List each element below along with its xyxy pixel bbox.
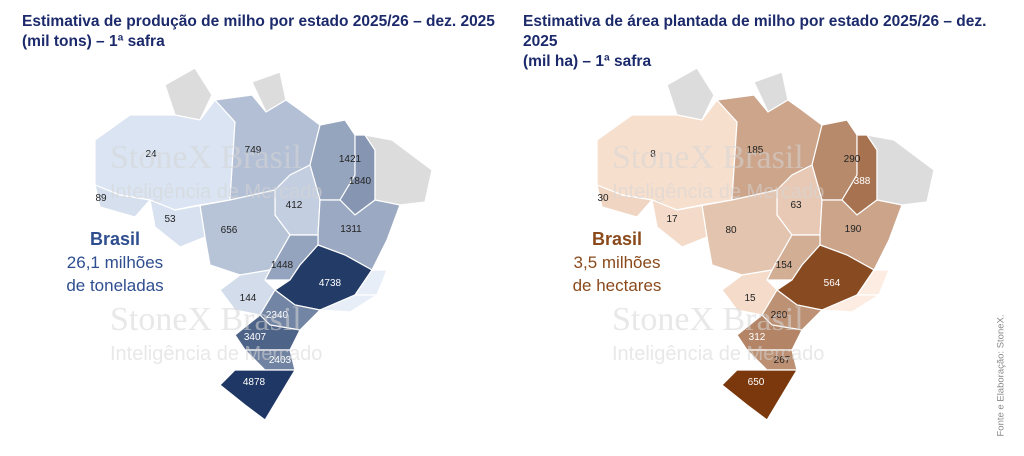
state-rr[interactable] <box>666 67 715 121</box>
state-value-label-ro: 53 <box>164 214 176 225</box>
state-ac[interactable] <box>94 184 152 218</box>
state-value-label-pi: 1840 <box>349 176 372 187</box>
watermark-tagline: Inteligência de Mercado <box>110 343 322 365</box>
watermarks-overlay: StoneX Brasil Inteligência de Mercado Ston… <box>110 139 824 365</box>
state-value-label-ms: 144 <box>240 293 257 304</box>
state-value-label-sp: 260 <box>771 310 788 321</box>
state-value-label-sp: 2340 <box>266 310 289 321</box>
title-line-1: Estimativa de área plantada de milho por… <box>523 13 987 50</box>
state-value-label-go: 154 <box>776 260 793 271</box>
state-rj[interactable] <box>319 294 380 313</box>
total-value: 26,1 milhões <box>66 253 164 272</box>
state-value-label-to: 412 <box>286 200 303 211</box>
state-rs[interactable] <box>721 369 799 421</box>
state-value-label-sc: 267 <box>774 355 791 366</box>
state-value-label-ba: 1311 <box>340 224 362 235</box>
title-line-2: (mil ha) – 1ª safra <box>523 53 652 70</box>
state-value-label-am: 8 <box>650 149 656 160</box>
state-value-label-ac: 89 <box>95 193 107 204</box>
state-value-label-ma: 290 <box>844 154 861 165</box>
production-map: 24 89 53 749 1421 1840 412 656 1311 1448 4738 144 23… <box>94 67 433 421</box>
state-value-label-pa: 749 <box>245 145 262 156</box>
total-value: 3,5 milhões <box>573 253 661 272</box>
title-line-2: (mil tons) – 1ª safra <box>22 33 165 50</box>
watermark-brand: StoneX Brasil <box>612 139 804 176</box>
watermark-tagline: Inteligência de Mercado <box>612 181 824 203</box>
state-value-label-pr: 3407 <box>244 332 267 343</box>
watermark-brand: StoneX Brasil <box>110 301 302 338</box>
area-map: 8 30 17 185 290 388 63 80 190 154 564 15 260 312 267 65… <box>596 67 935 421</box>
watermark-brand: StoneX Brasil <box>110 139 302 176</box>
state-value-label-mg: 564 <box>824 278 841 289</box>
state-value-label-mt: 80 <box>725 225 737 236</box>
total-unit: de hectares <box>572 276 662 295</box>
watermark-tagline: Inteligência de Mercado <box>612 343 824 365</box>
source-note: Fonte e Elaboração: StoneX. <box>995 314 1007 437</box>
watermark-tagline: Inteligência de Mercado <box>110 181 322 203</box>
state-value-label-ba: 190 <box>845 224 862 235</box>
total-label: Brasil <box>591 229 643 249</box>
state-value-label-ac: 30 <box>597 193 609 204</box>
state-value-label-rs: 4878 <box>243 377 266 388</box>
state-value-label-am: 24 <box>145 149 157 160</box>
state-rr[interactable] <box>164 67 213 121</box>
total-label: Brasil <box>89 229 141 249</box>
state-ac[interactable] <box>596 184 654 218</box>
area-total: Brasil 3,5 milhões de hectares <box>542 228 692 297</box>
state-value-label-mg: 4738 <box>319 278 342 289</box>
production-total: Brasil 26,1 milhões de toneladas <box>40 228 190 297</box>
state-value-label-pi: 388 <box>854 176 871 187</box>
state-value-label-sc: 2403 <box>269 355 292 366</box>
state-value-label-go: 1448 <box>271 260 294 271</box>
title-line-1: Estimativa de produção de milho por esta… <box>22 13 495 30</box>
state-value-label-to: 63 <box>790 200 802 211</box>
state-value-label-mt: 656 <box>221 225 238 236</box>
state-rs[interactable] <box>219 369 297 421</box>
watermark-brand: StoneX Brasil <box>612 301 804 338</box>
state-value-label-rs: 650 <box>748 377 765 388</box>
state-value-label-ma: 1421 <box>339 154 362 165</box>
production-map-title: Estimativa de produção de milho por esta… <box>22 12 495 52</box>
state-ne[interactable] <box>363 134 433 206</box>
state-value-label-ro: 17 <box>666 214 678 225</box>
area-map-title: Estimativa de área plantada de milho por… <box>523 12 1024 72</box>
total-unit: de toneladas <box>66 276 164 295</box>
state-value-label-pa: 185 <box>747 145 764 156</box>
state-value-label-pr: 312 <box>749 332 766 343</box>
state-value-label-ms: 15 <box>744 293 756 304</box>
state-ne[interactable] <box>865 134 935 206</box>
state-rj[interactable] <box>821 294 882 313</box>
